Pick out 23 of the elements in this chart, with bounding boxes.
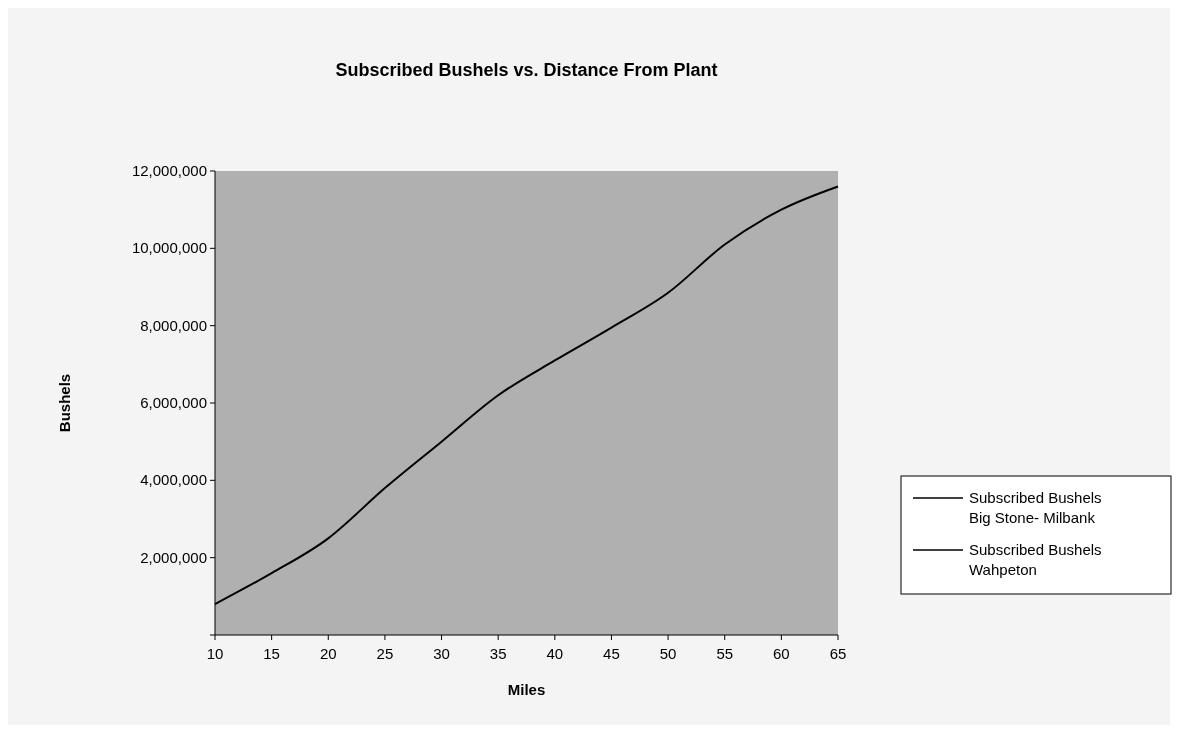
y-tick-label: 6,000,000 xyxy=(140,394,207,411)
x-tick-label: 45 xyxy=(603,645,620,662)
legend-label: Subscribed Bushels Wahpeton xyxy=(969,541,1102,578)
x-tick-label: 65 xyxy=(829,645,847,662)
y-tick-label: 10,000,000 xyxy=(131,239,207,257)
x-tick-label: 10 xyxy=(206,645,224,662)
x-tick-label: 40 xyxy=(546,645,564,662)
y-tick-label: 2,000,000 xyxy=(140,548,207,566)
x-tick-label: 20 xyxy=(319,645,337,662)
x-tick-label: 55 xyxy=(716,645,734,662)
legend-label: Subscribed Bushels Big Stone- Milbank xyxy=(969,489,1102,526)
x-tick-label: 15 xyxy=(263,645,280,662)
y-axis-title: Bushels xyxy=(56,373,73,433)
x-tick-label: 50 xyxy=(659,645,677,662)
x-tick-label: 25 xyxy=(376,645,394,662)
y-tick-label: 8,000,000 xyxy=(140,316,207,334)
y-tick-label: 4,000,000 xyxy=(140,471,207,489)
y-tick-label: 12,000,000 xyxy=(131,162,207,179)
x-tick-label: 60 xyxy=(773,645,790,662)
chart-title: Subscribed Bushels vs. Distance From Plant xyxy=(335,60,718,80)
x-tick-label: 30 xyxy=(433,645,450,662)
x-tick-label: 35 xyxy=(489,645,507,662)
x-axis-title: Miles xyxy=(507,681,546,698)
